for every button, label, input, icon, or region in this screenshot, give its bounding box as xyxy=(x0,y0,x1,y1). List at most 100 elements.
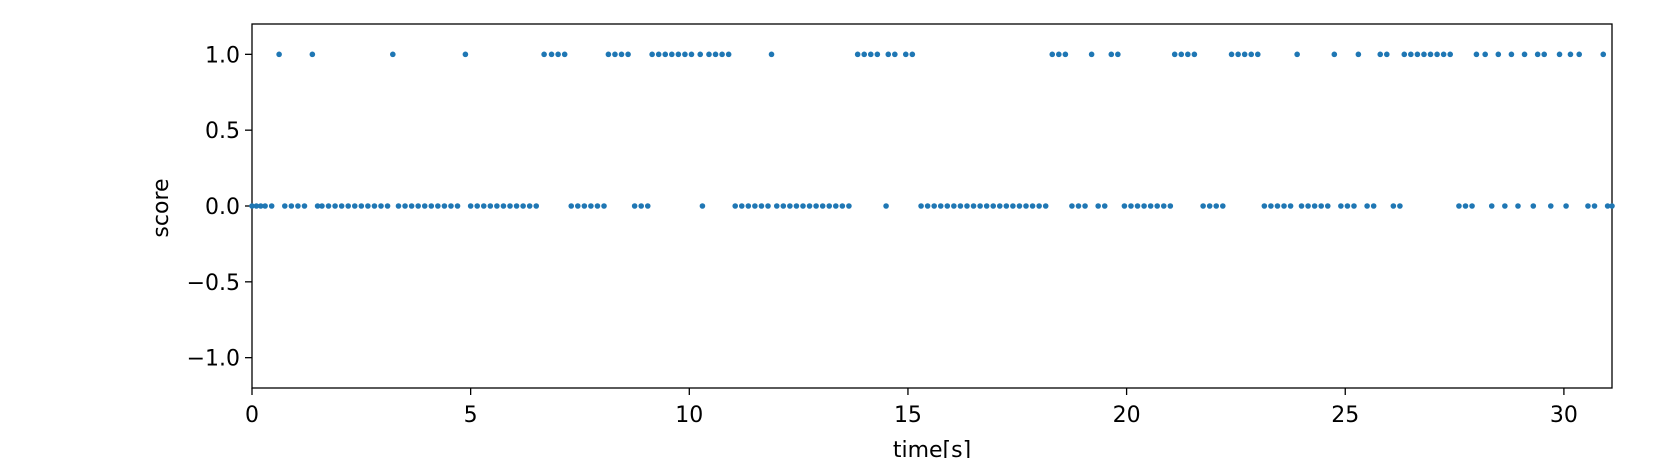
data-point xyxy=(1488,203,1495,209)
data-point xyxy=(448,203,454,209)
data-point xyxy=(319,203,325,209)
data-point xyxy=(1128,203,1134,209)
data-point xyxy=(832,203,839,209)
data-point xyxy=(1016,203,1023,209)
data-point xyxy=(867,51,874,58)
data-point xyxy=(262,203,268,209)
data-point xyxy=(806,203,813,209)
data-point xyxy=(1473,51,1480,58)
data-point xyxy=(861,51,868,58)
data-point xyxy=(408,203,415,209)
data-point xyxy=(1254,51,1261,58)
data-point xyxy=(758,203,765,209)
data-point xyxy=(467,203,474,209)
data-point xyxy=(732,203,739,209)
data-point xyxy=(1364,203,1370,209)
y-axis-label: score xyxy=(149,178,174,237)
data-point xyxy=(301,203,308,209)
data-point xyxy=(1482,51,1488,58)
data-point xyxy=(1502,203,1508,209)
data-point xyxy=(494,203,500,209)
x-tick-label: 30 xyxy=(1550,403,1578,428)
data-point xyxy=(819,203,826,209)
data-point xyxy=(1108,51,1115,58)
data-point xyxy=(1318,203,1324,209)
data-point xyxy=(1147,203,1154,209)
data-point xyxy=(1541,51,1548,58)
data-point xyxy=(1344,203,1351,209)
data-point xyxy=(1521,51,1528,58)
data-point xyxy=(1121,203,1128,209)
data-point xyxy=(1338,203,1344,209)
data-point xyxy=(800,203,806,209)
data-point xyxy=(1075,203,1082,209)
data-point xyxy=(1609,203,1615,209)
data-point xyxy=(1600,51,1607,58)
data-point xyxy=(902,51,909,58)
data-point xyxy=(1167,203,1174,209)
data-point xyxy=(561,51,568,58)
data-point xyxy=(390,51,396,58)
data-point xyxy=(662,51,669,58)
data-point xyxy=(793,203,800,209)
data-point xyxy=(644,203,651,209)
data-point xyxy=(1154,203,1161,209)
data-point xyxy=(675,51,682,58)
data-point xyxy=(1591,203,1598,209)
data-point xyxy=(1397,203,1403,209)
data-point xyxy=(1414,51,1421,58)
data-point xyxy=(555,51,561,58)
data-point xyxy=(706,51,712,58)
data-point xyxy=(421,203,428,209)
data-point xyxy=(358,203,365,209)
data-point xyxy=(378,203,384,209)
data-point xyxy=(462,51,469,58)
data-point xyxy=(885,51,892,58)
data-point xyxy=(1088,51,1095,58)
data-point xyxy=(1049,51,1056,58)
data-point xyxy=(1311,203,1318,209)
data-point xyxy=(1331,51,1338,58)
data-point xyxy=(1200,203,1206,209)
x-tick-label: 25 xyxy=(1331,403,1359,428)
data-point xyxy=(309,51,316,58)
data-point xyxy=(1383,51,1390,58)
data-point xyxy=(281,203,288,209)
data-point xyxy=(1324,203,1331,209)
data-point xyxy=(699,203,706,209)
data-point xyxy=(883,203,889,209)
data-point xyxy=(533,203,540,209)
data-point xyxy=(745,203,752,209)
data-point xyxy=(1576,51,1583,58)
data-point xyxy=(1029,203,1036,209)
data-point xyxy=(500,203,507,209)
x-tick-label: 10 xyxy=(675,403,703,428)
data-point xyxy=(839,203,846,209)
data-point xyxy=(454,203,461,209)
data-point xyxy=(1274,203,1281,209)
data-point xyxy=(1134,203,1141,209)
data-point xyxy=(1508,51,1515,58)
data-point xyxy=(1447,51,1453,58)
data-point xyxy=(909,51,916,58)
data-point xyxy=(787,203,793,209)
x-tick-label: 5 xyxy=(464,403,478,428)
data-point xyxy=(574,203,581,209)
data-point xyxy=(1434,51,1440,58)
data-point xyxy=(474,203,481,209)
data-point xyxy=(996,203,1003,209)
data-point xyxy=(1556,51,1563,58)
data-point xyxy=(990,203,997,209)
data-point xyxy=(1062,51,1069,58)
data-point xyxy=(1390,203,1397,209)
data-point xyxy=(768,51,775,58)
data-point xyxy=(1355,51,1362,58)
data-point xyxy=(1235,51,1241,58)
data-point xyxy=(1604,203,1611,209)
data-point xyxy=(1440,51,1447,58)
data-point xyxy=(669,51,675,58)
data-point xyxy=(1023,203,1029,209)
data-point xyxy=(712,51,719,58)
data-point xyxy=(345,203,352,209)
data-point xyxy=(1495,51,1502,58)
